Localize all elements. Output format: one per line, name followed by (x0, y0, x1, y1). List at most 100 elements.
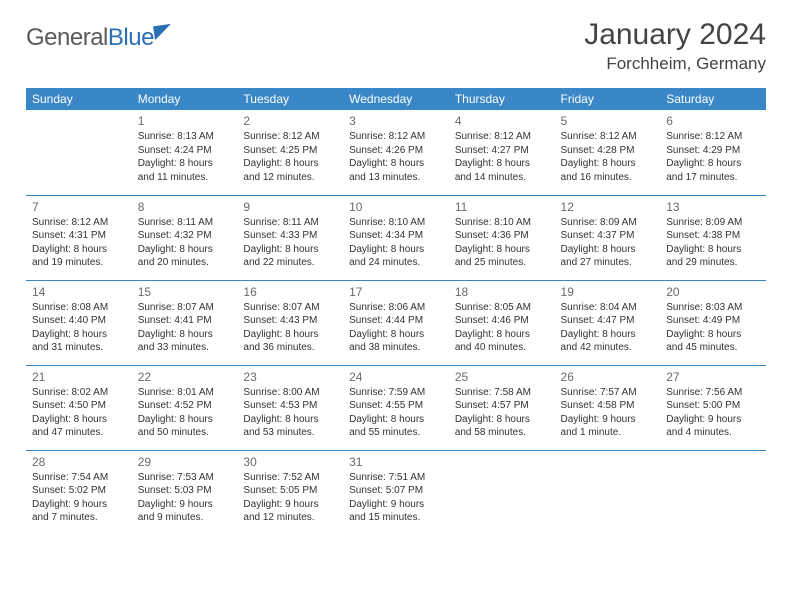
day-cell: 15Sunrise: 8:07 AMSunset: 4:41 PMDayligh… (132, 280, 238, 365)
day1-text: Daylight: 8 hours (32, 328, 126, 342)
day1-text: Daylight: 9 hours (349, 498, 443, 512)
brand-logo: GeneralBlue (26, 24, 172, 52)
day2-text: and 29 minutes. (666, 256, 760, 270)
sunset-text: Sunset: 4:52 PM (138, 399, 232, 413)
day-cell: 21Sunrise: 8:02 AMSunset: 4:50 PMDayligh… (26, 365, 132, 450)
day-number: 13 (666, 199, 760, 215)
day2-text: and 9 minutes. (138, 511, 232, 525)
sunset-text: Sunset: 4:28 PM (561, 144, 655, 158)
day-cell: 22Sunrise: 8:01 AMSunset: 4:52 PMDayligh… (132, 365, 238, 450)
day-number: 16 (243, 284, 337, 300)
day1-text: Daylight: 8 hours (666, 328, 760, 342)
sunrise-text: Sunrise: 8:02 AM (32, 386, 126, 400)
day-cell: 17Sunrise: 8:06 AMSunset: 4:44 PMDayligh… (343, 280, 449, 365)
sunrise-text: Sunrise: 8:13 AM (138, 130, 232, 144)
day2-text: and 42 minutes. (561, 341, 655, 355)
sunset-text: Sunset: 5:03 PM (138, 484, 232, 498)
day-header: Tuesday (237, 88, 343, 110)
sunrise-text: Sunrise: 8:07 AM (243, 301, 337, 315)
sunset-text: Sunset: 4:49 PM (666, 314, 760, 328)
sunrise-text: Sunrise: 8:12 AM (666, 130, 760, 144)
sunrise-text: Sunrise: 8:11 AM (243, 216, 337, 230)
calendar-head: SundayMondayTuesdayWednesdayThursdayFrid… (26, 88, 766, 110)
day1-text: Daylight: 9 hours (561, 413, 655, 427)
day1-text: Daylight: 8 hours (243, 157, 337, 171)
day-cell: 23Sunrise: 8:00 AMSunset: 4:53 PMDayligh… (237, 365, 343, 450)
sunrise-text: Sunrise: 7:57 AM (561, 386, 655, 400)
day-header: Saturday (660, 88, 766, 110)
day-number: 21 (32, 369, 126, 385)
day-header: Wednesday (343, 88, 449, 110)
day-number: 28 (32, 454, 126, 470)
day-cell: 3Sunrise: 8:12 AMSunset: 4:26 PMDaylight… (343, 110, 449, 195)
day2-text: and 11 minutes. (138, 171, 232, 185)
sunset-text: Sunset: 4:32 PM (138, 229, 232, 243)
day2-text: and 17 minutes. (666, 171, 760, 185)
sunset-text: Sunset: 4:57 PM (455, 399, 549, 413)
day-number: 19 (561, 284, 655, 300)
day-number: 22 (138, 369, 232, 385)
day2-text: and 38 minutes. (349, 341, 443, 355)
day1-text: Daylight: 9 hours (666, 413, 760, 427)
brand-part2: Blue (108, 24, 154, 51)
day1-text: Daylight: 9 hours (138, 498, 232, 512)
day-number: 12 (561, 199, 655, 215)
day-number: 17 (349, 284, 443, 300)
sunrise-text: Sunrise: 8:00 AM (243, 386, 337, 400)
week-row: 14Sunrise: 8:08 AMSunset: 4:40 PMDayligh… (26, 280, 766, 365)
day-cell: 5Sunrise: 8:12 AMSunset: 4:28 PMDaylight… (555, 110, 661, 195)
day-cell: 1Sunrise: 8:13 AMSunset: 4:24 PMDaylight… (132, 110, 238, 195)
day1-text: Daylight: 8 hours (561, 157, 655, 171)
month-title: January 2024 (584, 18, 766, 52)
sunset-text: Sunset: 4:31 PM (32, 229, 126, 243)
sunset-text: Sunset: 4:37 PM (561, 229, 655, 243)
day-cell: 10Sunrise: 8:10 AMSunset: 4:34 PMDayligh… (343, 195, 449, 280)
day-number: 23 (243, 369, 337, 385)
day1-text: Daylight: 8 hours (32, 243, 126, 257)
day-number: 4 (455, 113, 549, 129)
sunset-text: Sunset: 4:27 PM (455, 144, 549, 158)
day-cell (555, 450, 661, 535)
day-cell (26, 110, 132, 195)
day-cell: 20Sunrise: 8:03 AMSunset: 4:49 PMDayligh… (660, 280, 766, 365)
day2-text: and 36 minutes. (243, 341, 337, 355)
day1-text: Daylight: 8 hours (243, 413, 337, 427)
day-header-row: SundayMondayTuesdayWednesdayThursdayFrid… (26, 88, 766, 110)
day-number: 27 (666, 369, 760, 385)
sunrise-text: Sunrise: 7:53 AM (138, 471, 232, 485)
sunset-text: Sunset: 4:29 PM (666, 144, 760, 158)
sunset-text: Sunset: 4:25 PM (243, 144, 337, 158)
day1-text: Daylight: 8 hours (349, 328, 443, 342)
day1-text: Daylight: 8 hours (243, 243, 337, 257)
day-number: 1 (138, 113, 232, 129)
sunrise-text: Sunrise: 7:59 AM (349, 386, 443, 400)
day-number: 15 (138, 284, 232, 300)
day2-text: and 12 minutes. (243, 171, 337, 185)
wing-icon (153, 24, 173, 40)
sunset-text: Sunset: 4:33 PM (243, 229, 337, 243)
sunset-text: Sunset: 4:43 PM (243, 314, 337, 328)
day-number: 26 (561, 369, 655, 385)
sunset-text: Sunset: 4:53 PM (243, 399, 337, 413)
day-cell: 28Sunrise: 7:54 AMSunset: 5:02 PMDayligh… (26, 450, 132, 535)
day-cell: 9Sunrise: 8:11 AMSunset: 4:33 PMDaylight… (237, 195, 343, 280)
sunset-text: Sunset: 4:55 PM (349, 399, 443, 413)
day-number: 25 (455, 369, 549, 385)
day-number: 18 (455, 284, 549, 300)
sunset-text: Sunset: 5:02 PM (32, 484, 126, 498)
sunrise-text: Sunrise: 8:01 AM (138, 386, 232, 400)
sunrise-text: Sunrise: 8:07 AM (138, 301, 232, 315)
day2-text: and 7 minutes. (32, 511, 126, 525)
day-number: 20 (666, 284, 760, 300)
sunrise-text: Sunrise: 8:12 AM (243, 130, 337, 144)
day1-text: Daylight: 8 hours (138, 328, 232, 342)
sunrise-text: Sunrise: 8:05 AM (455, 301, 549, 315)
sunrise-text: Sunrise: 7:56 AM (666, 386, 760, 400)
day-cell: 25Sunrise: 7:58 AMSunset: 4:57 PMDayligh… (449, 365, 555, 450)
sunset-text: Sunset: 5:05 PM (243, 484, 337, 498)
sunset-text: Sunset: 4:26 PM (349, 144, 443, 158)
day2-text: and 50 minutes. (138, 426, 232, 440)
sunrise-text: Sunrise: 8:09 AM (561, 216, 655, 230)
sunset-text: Sunset: 4:36 PM (455, 229, 549, 243)
day-cell: 26Sunrise: 7:57 AMSunset: 4:58 PMDayligh… (555, 365, 661, 450)
